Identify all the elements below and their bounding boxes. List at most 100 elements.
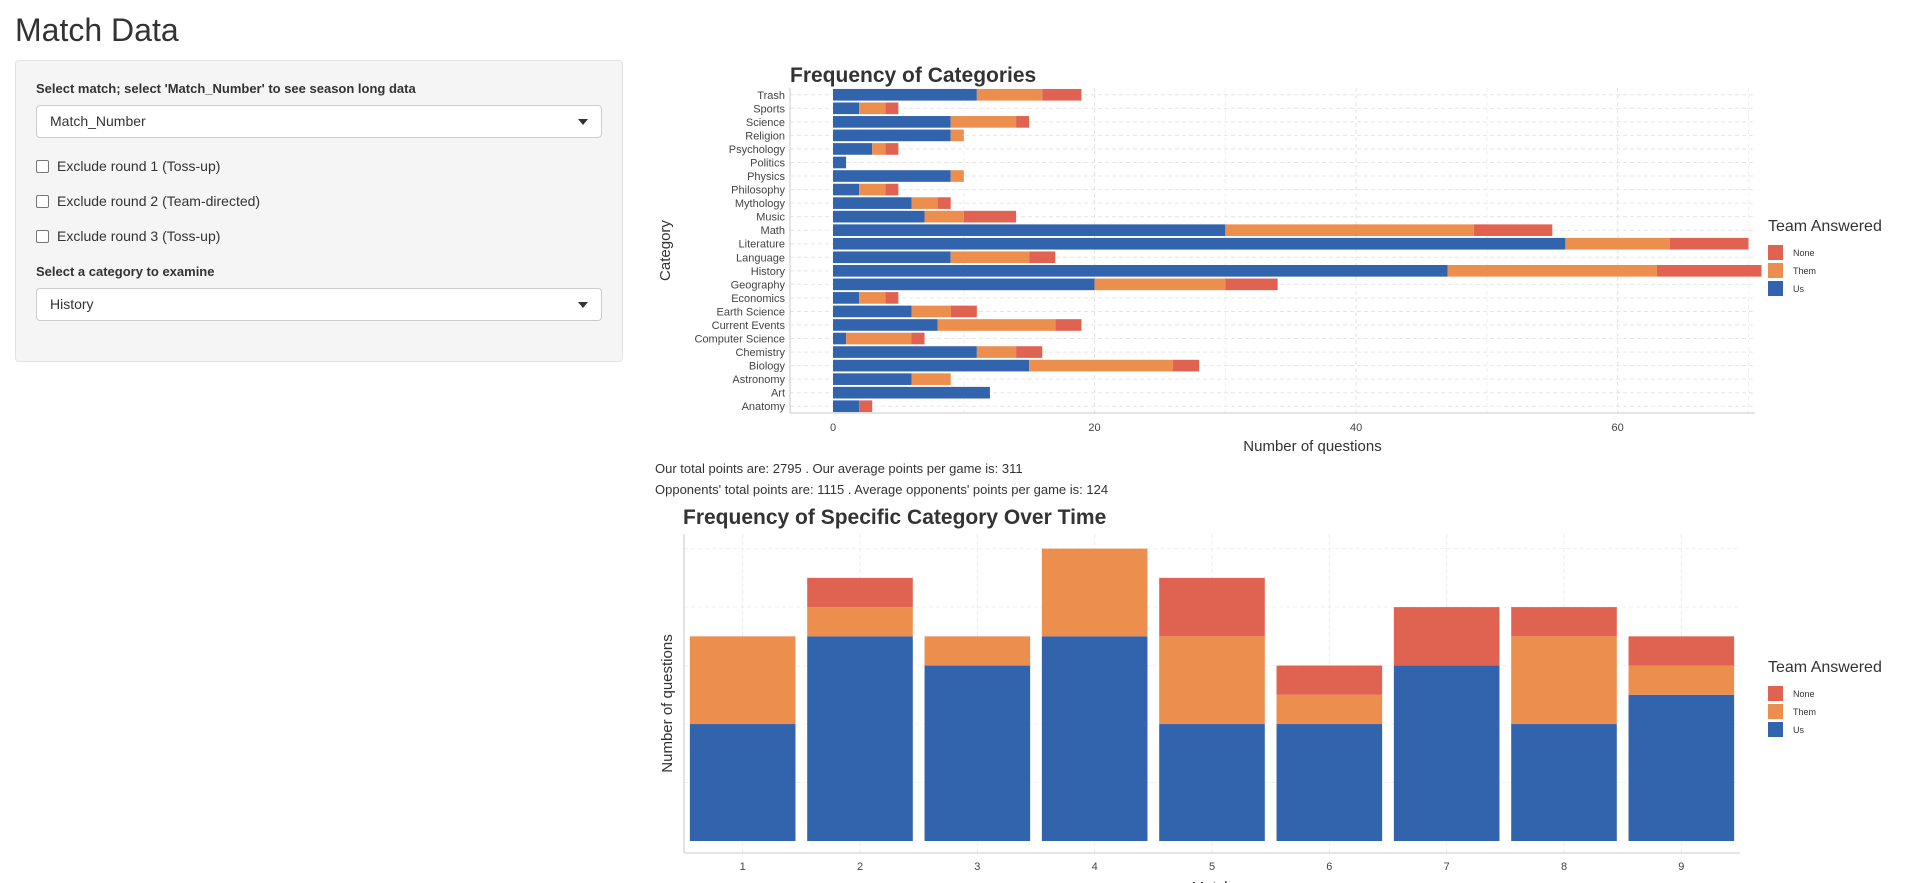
bar-earth-science-none — [950, 305, 977, 318]
bar-science-us — [833, 116, 951, 128]
bar-match-2-us — [807, 636, 913, 841]
legend-label-us: Us — [1793, 284, 1804, 294]
bar-match-6-them — [1276, 694, 1383, 725]
bar-biology-them — [1029, 359, 1174, 372]
bar-physics-them — [950, 170, 964, 182]
bar-match-9-none — [1628, 636, 1735, 666]
legend-swatch-us — [1768, 722, 1783, 737]
y-tick-label-psychology: Psychology — [729, 144, 786, 156]
bar-match-5-them — [1159, 636, 1265, 725]
y-tick-label-chemistry: Chemistry — [735, 347, 785, 359]
bar-religion-them — [950, 129, 964, 142]
bar-sports-us — [833, 102, 860, 115]
exclude-round-2-option[interactable]: Exclude round 2 (Team-directed) — [36, 191, 602, 211]
bar-history-them — [1447, 264, 1657, 277]
bar-philosophy-us — [833, 183, 860, 196]
bar-match-6-us — [1276, 724, 1383, 841]
legend-swatch-us — [1768, 281, 1783, 296]
y-tick-label-politics: Politics — [750, 157, 785, 169]
bar-science-none — [1016, 116, 1030, 128]
bar-geography-them — [1094, 278, 1226, 291]
y-tick-label-sports: Sports — [753, 103, 785, 115]
bar-astronomy-them — [911, 373, 951, 385]
x-tick-label: 6 — [1326, 861, 1332, 873]
y-tick-label-physics: Physics — [747, 171, 785, 183]
bar-anatomy-us — [833, 400, 860, 413]
chevron-down-icon — [578, 302, 588, 308]
bar-current-events-us — [833, 319, 938, 331]
bar-match-7-none — [1393, 607, 1500, 666]
bar-match-3-them — [924, 636, 1031, 666]
y-tick-label-geography: Geography — [731, 279, 786, 291]
bar-geography-us — [833, 278, 1095, 291]
y-tick-label-music: Music — [756, 212, 785, 224]
bar-match-2-them — [807, 607, 913, 637]
bar-sports-none — [885, 102, 899, 115]
bar-match-6-none — [1276, 665, 1383, 695]
bar-language-them — [950, 251, 1030, 264]
bar-match-4-them — [1041, 548, 1148, 637]
bar-match-1-them — [689, 636, 796, 725]
bar-language-none — [1029, 251, 1056, 264]
exclude-round-3-checkbox[interactable] — [36, 229, 49, 243]
bar-match-8-none — [1511, 607, 1617, 637]
our-points-summary: Our total points are: 2795 . Our average… — [655, 461, 1023, 476]
bar-earth-science-them — [911, 305, 951, 318]
legend-title: Team Answered — [1768, 218, 1882, 235]
category-select-value: History — [50, 296, 94, 312]
page-title: Match Data — [15, 12, 179, 48]
match-select[interactable]: Match_Number — [36, 105, 602, 138]
bar-math-us — [833, 224, 1226, 237]
x-axis-title: Match — [1192, 879, 1233, 883]
exclude-round-3-option[interactable]: Exclude round 3 (Toss-up) — [36, 226, 602, 246]
bar-philosophy-them — [859, 183, 886, 196]
bar-match-9-them — [1628, 665, 1735, 695]
bar-art-us — [833, 386, 990, 399]
exclude-round-3-label: Exclude round 3 (Toss-up) — [57, 228, 221, 244]
bar-geography-none — [1225, 278, 1278, 291]
exclude-round-1-checkbox[interactable] — [36, 159, 49, 173]
y-tick-label-math: Math — [761, 225, 785, 237]
y-tick-label-astronomy: Astronomy — [732, 374, 785, 386]
y-tick-label-computer-science: Computer Science — [695, 334, 786, 346]
y-tick-label-art: Art — [771, 388, 785, 400]
bar-math-none — [1473, 224, 1553, 237]
bar-astronomy-us — [833, 373, 912, 385]
legend-swatch-them — [1768, 704, 1783, 719]
y-tick-label-biology: Biology — [749, 361, 786, 373]
bar-anatomy-none — [859, 400, 873, 413]
exclude-round-1-label: Exclude round 1 (Toss-up) — [57, 158, 221, 174]
bar-biology-us — [833, 359, 1030, 372]
bar-current-events-them — [937, 319, 1056, 331]
bar-literature-us — [833, 237, 1566, 250]
y-tick-label-mythology: Mythology — [735, 198, 786, 210]
bar-science-them — [950, 116, 1017, 128]
category-over-time-chart: Frequency of Specific Category Over Time… — [659, 506, 1882, 883]
exclude-round-2-label: Exclude round 2 (Team-directed) — [57, 193, 261, 209]
exclude-round-1-option[interactable]: Exclude round 1 (Toss-up) — [36, 156, 602, 176]
bar-history-none — [1656, 264, 1762, 277]
bar-psychology-none — [885, 143, 899, 155]
x-tick-label: 7 — [1444, 861, 1450, 873]
bar-economics-them — [859, 292, 886, 304]
exclude-round-2-checkbox[interactable] — [36, 194, 49, 208]
bar-physics-us — [833, 170, 951, 182]
bar-match-5-none — [1159, 577, 1265, 637]
bar-philosophy-none — [885, 183, 899, 196]
category-select[interactable]: History — [36, 288, 602, 321]
y-tick-label-literature: Literature — [739, 239, 785, 251]
bar-match-5-us — [1159, 724, 1265, 841]
sidebar-panel: Select match; select 'Match_Number' to s… — [15, 60, 623, 362]
y-tick-label-religion: Religion — [745, 130, 785, 142]
bar-music-none — [963, 210, 1017, 223]
x-tick-label: 60 — [1612, 422, 1624, 434]
y-tick-label-earth-science: Earth Science — [717, 306, 785, 318]
bar-music-us — [833, 210, 925, 223]
bar-literature-none — [1669, 237, 1749, 250]
legend-title: Team Answered — [1768, 659, 1882, 676]
bar-computer-science-them — [846, 332, 912, 345]
legend-label-none: None — [1793, 248, 1815, 258]
chevron-down-icon — [578, 119, 588, 125]
bar-mythology-us — [833, 197, 912, 209]
chart-title: Frequency of Specific Category Over Time — [683, 506, 1106, 529]
